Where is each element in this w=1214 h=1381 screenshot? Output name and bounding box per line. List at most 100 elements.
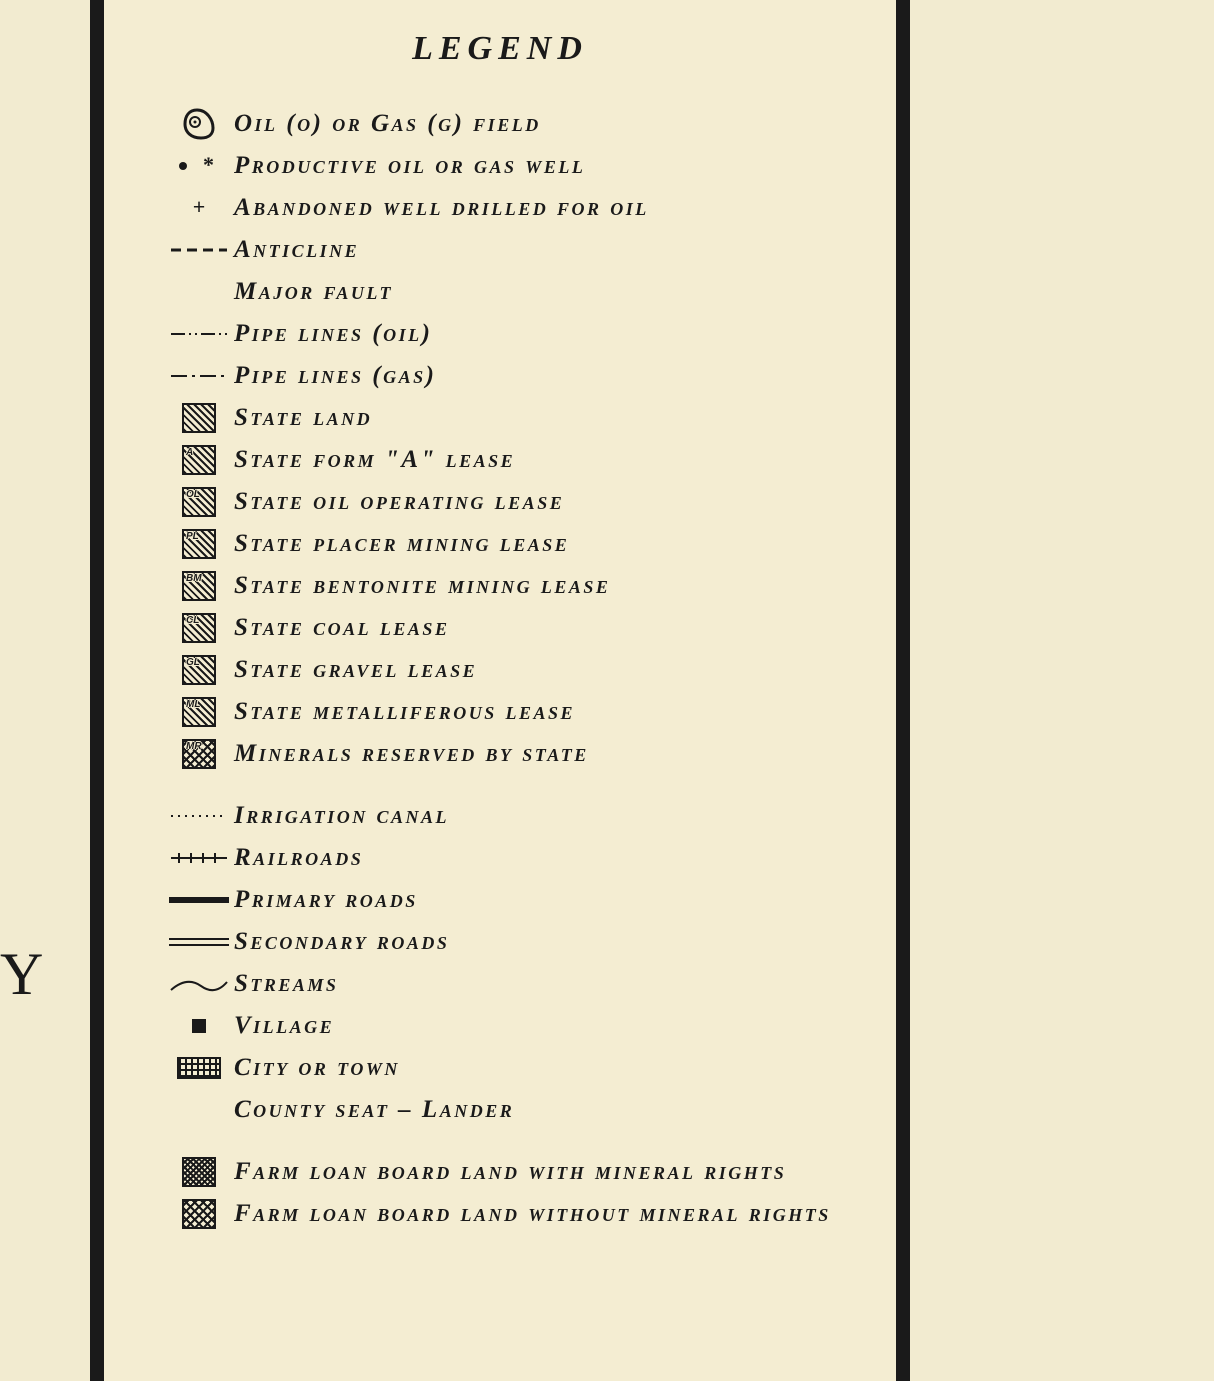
swatch-tag: GL xyxy=(186,658,200,668)
hatch-swatch: ML xyxy=(182,697,216,727)
legend-label: State form "A" lease xyxy=(234,446,515,474)
legend-symbol: + xyxy=(164,196,234,220)
legend-symbol: CL xyxy=(164,613,234,643)
legend-symbol xyxy=(164,938,234,946)
legend-label: Pipe lines (gas) xyxy=(234,362,436,390)
legend-label: Oil (o) or Gas (g) field xyxy=(234,110,541,138)
legend-label: State metalliferous lease xyxy=(234,698,575,726)
spacer xyxy=(164,776,866,794)
legend-symbol xyxy=(164,972,234,996)
legend-label: Farm loan board land without mineral rig… xyxy=(234,1200,831,1228)
legend-item: Pipe lines (gas) xyxy=(164,356,866,396)
legend-item: Streams xyxy=(164,964,866,1004)
legend-item: Primary roads xyxy=(164,880,866,920)
legend-item: State land xyxy=(164,398,866,438)
legend-label: Anticline xyxy=(234,236,359,264)
legend-symbol: A xyxy=(164,445,234,475)
legend-symbol: BM xyxy=(164,571,234,601)
legend-item: CL State coal lease xyxy=(164,608,866,648)
legend-label: State coal lease xyxy=(234,614,449,642)
legend-symbol: * xyxy=(164,154,234,178)
legend-label: State placer mining lease xyxy=(234,530,569,558)
svg-text:*: * xyxy=(203,154,214,177)
double-line-icon xyxy=(169,938,229,946)
hatch-swatch: GL xyxy=(182,655,216,685)
legend-item: OL State oil operating lease xyxy=(164,482,866,522)
legend-symbol: PL xyxy=(164,529,234,559)
spacer xyxy=(164,1132,866,1150)
legend-label: Primary roads xyxy=(234,886,418,914)
swatch-tag: CL xyxy=(186,616,199,626)
hatch-swatch: PL xyxy=(182,529,216,559)
legend-item: Village xyxy=(164,1006,866,1046)
legend-item: GL State gravel lease xyxy=(164,650,866,690)
legend-label: Streams xyxy=(234,970,338,998)
legend-item: Irrigation canal xyxy=(164,796,866,836)
legend-label: County seat – Lander xyxy=(234,1096,514,1124)
swatch-tag: A xyxy=(186,448,193,458)
legend-title: LEGEND xyxy=(134,30,866,68)
legend-symbol xyxy=(164,403,234,433)
hatch-swatch: A xyxy=(182,445,216,475)
legend-label: Major fault xyxy=(234,278,393,306)
legend-item: Anticline xyxy=(164,230,866,270)
legend-symbol: OL xyxy=(164,487,234,517)
legend-item: Railroads xyxy=(164,838,866,878)
legend-label: Productive oil or gas well xyxy=(234,152,585,180)
crosshatch-swatch: MR xyxy=(182,739,216,769)
thick-line-icon xyxy=(169,897,229,903)
legend-item: PL State placer mining lease xyxy=(164,524,866,564)
legend-label: Pipe lines (oil) xyxy=(234,320,432,348)
legend-symbol xyxy=(164,238,234,262)
legend-item: Secondary roads xyxy=(164,922,866,962)
village-square-icon xyxy=(192,1019,206,1033)
legend-label: City or town xyxy=(234,1054,400,1082)
legend-symbol xyxy=(164,1157,234,1187)
legend-items: Oil (o) or Gas (g) field * Productive oil … xyxy=(164,104,866,1234)
legend-label: Irrigation canal xyxy=(234,802,449,830)
legend-label: Abandoned well drilled for oil xyxy=(234,194,649,222)
legend-symbol: GL xyxy=(164,655,234,685)
legend-item: Farm loan board land without mineral rig… xyxy=(164,1194,866,1234)
hatch-swatch: BM xyxy=(182,571,216,601)
legend-symbol xyxy=(164,846,234,870)
page: Y LEGEND Oil (o) or Gas (g) field * Produc… xyxy=(0,0,1214,1381)
swatch-tag: MR xyxy=(186,742,202,752)
legend-label: State bentonite mining lease xyxy=(234,572,610,600)
legend-symbol xyxy=(164,104,234,144)
legend-label: State gravel lease xyxy=(234,656,477,684)
legend-symbol xyxy=(164,897,234,903)
legend-symbol xyxy=(164,1019,234,1033)
legend-item: County seat – Lander xyxy=(164,1090,866,1130)
swatch-tag: ML xyxy=(186,700,200,710)
legend-symbol xyxy=(164,322,234,346)
hatch-swatch: CL xyxy=(182,613,216,643)
stray-letter-y: Y xyxy=(0,940,45,1009)
legend-item: Farm loan board land with mineral rights xyxy=(164,1152,866,1192)
legend-item: Pipe lines (oil) xyxy=(164,314,866,354)
legend-symbol xyxy=(164,1199,234,1229)
swatch-tag: OL xyxy=(186,490,200,500)
legend-label: Village xyxy=(234,1012,334,1040)
svg-text:+: + xyxy=(193,196,206,219)
legend-label: Railroads xyxy=(234,844,363,872)
hatch-swatch xyxy=(182,403,216,433)
legend-label: State land xyxy=(234,404,372,432)
crosshatch-dense-swatch xyxy=(182,1157,216,1187)
legend-item: + Abandoned well drilled for oil xyxy=(164,188,866,228)
legend-label: Farm loan board land with mineral rights xyxy=(234,1158,786,1186)
legend-symbol: MR xyxy=(164,739,234,769)
legend-item: Major fault xyxy=(164,272,866,312)
legend-item: MR Minerals reserved by state xyxy=(164,734,866,774)
crosshatch-swatch xyxy=(182,1199,216,1229)
legend-symbol: ML xyxy=(164,697,234,727)
hatch-swatch: OL xyxy=(182,487,216,517)
legend-symbol xyxy=(164,364,234,388)
legend-item: Oil (o) or Gas (g) field xyxy=(164,104,866,144)
legend-frame: LEGEND Oil (o) or Gas (g) field * Producti… xyxy=(90,0,910,1381)
city-grid-icon xyxy=(177,1057,221,1079)
legend-item: BM State bentonite mining lease xyxy=(164,566,866,606)
legend-label: State oil operating lease xyxy=(234,488,564,516)
legend-symbol xyxy=(164,804,234,828)
legend-label: Minerals reserved by state xyxy=(234,740,589,768)
